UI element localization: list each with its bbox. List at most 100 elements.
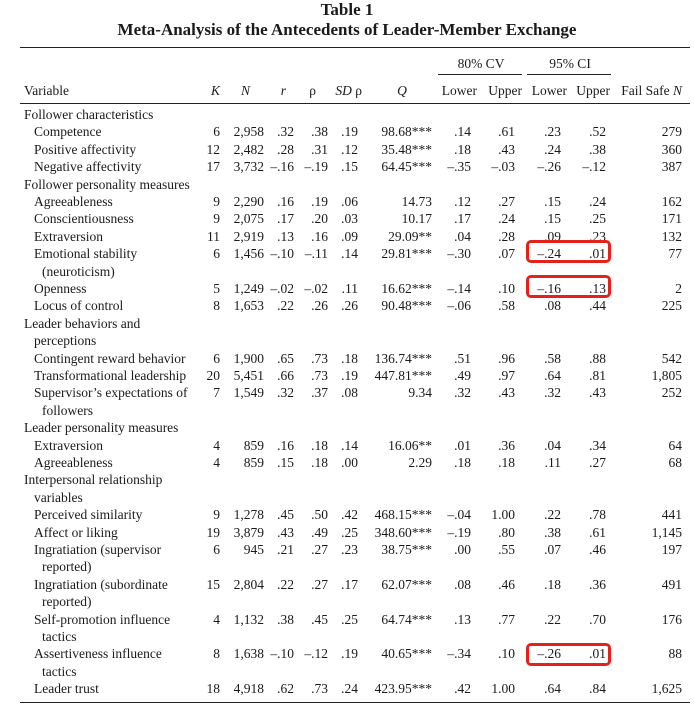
cell-rho: –.02 [304, 281, 328, 296]
cell-ciu: .36 [589, 576, 606, 592]
cell-fs: 68 [668, 455, 683, 470]
cell-cil: .15 [544, 194, 561, 209]
cell-ciu: .38 [589, 141, 606, 157]
cell-k: 11 [207, 228, 220, 244]
cell-q: 16.62*** [381, 281, 432, 296]
cell-cvu: .46 [498, 576, 515, 592]
cell-r: .22 [277, 298, 294, 314]
cell-cil: –.16 [537, 281, 561, 296]
cell-q: 9.34 [408, 385, 432, 401]
cell-k: 4 [213, 455, 220, 470]
cell-k: 9 [213, 507, 220, 523]
row-label: Emotional stability [34, 246, 138, 262]
row-label: Openness [34, 281, 87, 296]
cell-fs: 542 [661, 350, 682, 366]
cell-q: 447.81*** [374, 368, 432, 383]
cell-cvu: .10 [498, 281, 515, 296]
cell-cil: .11 [544, 455, 561, 470]
cell-cvu: .96 [498, 350, 515, 366]
cell-cvu: .61 [498, 124, 515, 140]
cell-ciu: .78 [589, 507, 606, 523]
highlight-openness-ci [526, 275, 611, 298]
cell-ciu: .13 [589, 281, 606, 296]
row-label: Contingent reward behavior [34, 350, 186, 366]
cell-fs: 171 [661, 211, 682, 227]
cell-cvl: .04 [454, 228, 471, 244]
col-header-n: N [240, 83, 250, 98]
cell-n: 4,918 [233, 681, 264, 697]
cell-sd: .26 [341, 298, 358, 314]
row-label-continuation: reported) [42, 594, 92, 610]
cell-k: 8 [213, 646, 220, 662]
cell-q: 64.74*** [381, 611, 432, 627]
cell-cil: .64 [544, 681, 561, 697]
cell-sd: .25 [341, 524, 358, 540]
cell-r: .62 [277, 681, 294, 697]
cell-r: .21 [277, 542, 294, 557]
cell-cvl: –.06 [447, 298, 471, 314]
cell-q: 29.81*** [381, 246, 432, 262]
cell-ciu: .81 [589, 368, 606, 383]
cell-n: 859 [243, 437, 264, 453]
cell-q: 29.09** [388, 228, 432, 244]
cell-cvl: .14 [454, 124, 471, 140]
cell-cil: –.26 [537, 646, 561, 662]
highlight-emotional-stability-ci [526, 240, 611, 263]
cell-cvu: .10 [498, 646, 515, 662]
cell-ciu: –.12 [582, 159, 606, 175]
cell-cvl: –.34 [447, 646, 471, 662]
cell-n: 3,732 [233, 159, 264, 175]
table-title: Meta-Analysis of the Antecedents of Lead… [117, 20, 577, 39]
cell-q: 2.29 [408, 455, 432, 470]
cell-rho: .19 [311, 194, 328, 209]
cell-fs: 197 [661, 542, 682, 557]
cell-n: 2,075 [233, 211, 264, 227]
cell-sd: .42 [341, 507, 358, 523]
col-header-variable: Variable [24, 83, 69, 98]
cell-rho: .50 [311, 507, 328, 523]
cell-q: 16.06** [388, 437, 432, 453]
cell-cvl: –.35 [447, 159, 471, 175]
cell-cvl: .49 [454, 368, 471, 383]
cell-cvl: .13 [454, 611, 471, 627]
cell-sd: .19 [341, 124, 358, 140]
cell-cvl: .08 [454, 576, 471, 592]
cell-ciu: .01 [589, 246, 606, 262]
cell-rho: –.12 [304, 646, 328, 662]
cell-fs: 360 [661, 141, 682, 157]
cell-rho: –.19 [304, 159, 328, 175]
cell-sd: .17 [341, 576, 358, 592]
row-label: Assertiveness influence [34, 646, 162, 662]
cell-ciu: .46 [589, 542, 606, 557]
cell-sd: .03 [341, 211, 358, 227]
col-header-q: Q [397, 83, 407, 98]
cell-ciu: .25 [589, 211, 606, 227]
section-heading: variables [34, 489, 83, 505]
cell-r: .32 [277, 385, 294, 401]
cell-cil: .24 [544, 141, 561, 157]
cell-fs: 1,625 [651, 681, 682, 697]
cell-ciu: .70 [589, 611, 606, 627]
cell-n: 859 [243, 455, 264, 470]
table-number: Table 1 [320, 0, 374, 19]
cell-cil: .58 [544, 350, 561, 366]
cell-q: 423.95*** [374, 681, 432, 697]
cell-n: 1,549 [233, 385, 264, 401]
cell-r: –.10 [270, 646, 294, 662]
cell-ciu: .27 [589, 455, 606, 470]
cell-cvl: –.14 [447, 281, 471, 296]
cell-ciu: .34 [589, 437, 606, 453]
cell-k: 15 [206, 576, 221, 592]
cell-q: 136.74*** [374, 350, 432, 366]
cell-cvu: .36 [498, 437, 515, 453]
cell-cvu: .55 [498, 542, 515, 557]
cell-n: 1,653 [233, 298, 264, 314]
cell-cvl: .17 [454, 211, 471, 227]
cell-n: 1,278 [233, 507, 264, 523]
cell-cvl: .12 [454, 194, 471, 209]
col-header-cv-upper: Upper [488, 83, 522, 98]
cell-r: .15 [277, 455, 294, 470]
cell-fs: 387 [661, 159, 682, 175]
cell-cvu: 1.00 [491, 507, 515, 523]
row-label: Perceived similarity [34, 507, 143, 523]
